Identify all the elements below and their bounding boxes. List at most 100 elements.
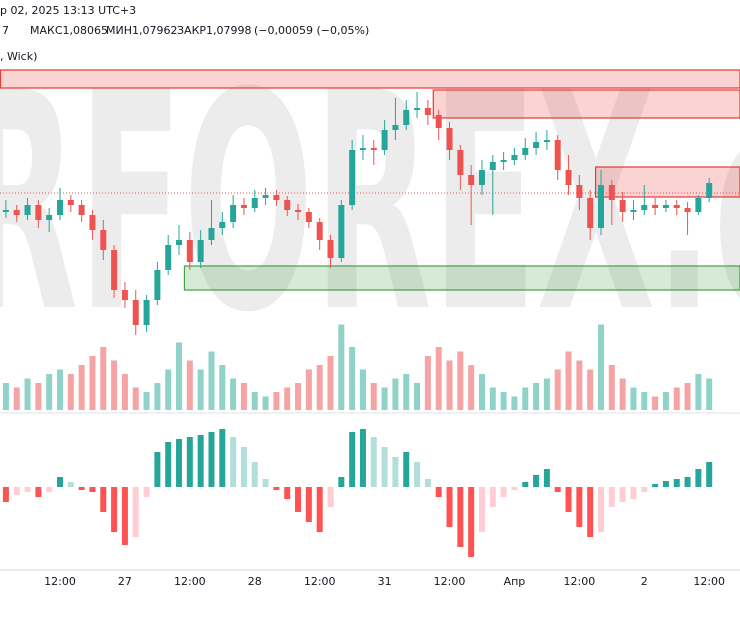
volume-bar (111, 360, 118, 410)
indicator-label: , Wick) (0, 50, 37, 63)
volume-bar (186, 360, 193, 410)
candle-body (684, 208, 691, 212)
oscillator-bar (111, 487, 118, 532)
volume-bar (500, 392, 507, 410)
candle-body (186, 240, 193, 262)
volume-bar (219, 365, 226, 410)
close-label: ЗАКР1,07998 (177, 24, 252, 37)
candle-body (446, 128, 453, 150)
x-tick-label: 27 (118, 575, 132, 588)
candle-body (121, 290, 128, 300)
oscillator-bar (424, 479, 431, 487)
volume-bar (176, 342, 183, 410)
oscillator-bar (641, 487, 648, 492)
oscillator-bar (706, 462, 713, 487)
zone (594, 166, 740, 198)
volume-bar (305, 369, 312, 410)
candle-body (478, 170, 485, 185)
oscillator-bar (576, 487, 583, 527)
candle-body (284, 200, 291, 210)
candle-body (100, 230, 107, 250)
oscillator-bar (13, 487, 20, 495)
volume-bar (608, 365, 615, 410)
oscillator-bar (273, 487, 280, 490)
candle-body (522, 148, 529, 155)
oscillator-bar (176, 439, 183, 487)
candle-body (598, 185, 604, 228)
volume-bar (240, 383, 247, 410)
volume-bar (316, 365, 323, 410)
zone (432, 89, 740, 119)
candle-body (565, 170, 572, 185)
volume-bar (35, 383, 42, 410)
oscillator-bar (695, 469, 702, 487)
oscillator-bar (46, 487, 53, 492)
volume-bar (273, 392, 280, 410)
volume-bar (446, 360, 453, 410)
volume-bar (197, 369, 204, 410)
oscillator-bar (143, 487, 150, 497)
volume-bar (554, 369, 561, 410)
candle-body (240, 205, 247, 208)
volume-bar (533, 383, 540, 410)
oscillator-bar (251, 462, 258, 487)
volume-bar (435, 347, 442, 410)
candle-body (533, 142, 540, 148)
x-tick-label: 31 (378, 575, 392, 588)
oscillator-bar (316, 487, 323, 532)
zone (183, 265, 740, 291)
candle-body (359, 148, 366, 150)
low-label: МИН1,07962 (106, 24, 177, 37)
candle-body (251, 198, 258, 208)
x-tick-label: 12:00 (434, 575, 466, 588)
candle-body (403, 110, 410, 125)
candle-body (143, 300, 150, 325)
volume-bar (511, 396, 518, 410)
candle-body (262, 195, 269, 198)
oscillator-bar (522, 482, 529, 487)
candle-body (273, 195, 280, 200)
volume-bar (208, 351, 215, 410)
volume-bar (154, 383, 161, 410)
candle-body (695, 198, 702, 212)
volume-bar (565, 351, 572, 410)
volume-bar (630, 387, 637, 410)
candle-body (208, 228, 215, 240)
oscillator-bar (219, 429, 226, 487)
x-tick-label: Апр (504, 575, 526, 588)
candle-body (132, 300, 139, 325)
oscillator-bar (327, 487, 334, 507)
oscillator-bar (608, 487, 615, 507)
oscillator-bar (565, 487, 572, 512)
volume-bar (641, 392, 648, 410)
volume-bar (132, 387, 139, 410)
oscillator-bar (598, 487, 604, 532)
candle-body (706, 183, 713, 198)
volume-bar (619, 378, 626, 410)
volume-bar (522, 387, 529, 410)
oscillator-bar (197, 435, 204, 487)
volume-bar (359, 369, 366, 410)
oscillator-bar (587, 487, 594, 537)
x-tick-label: 12:00 (304, 575, 336, 588)
high-label: МАКС1,08065 (30, 24, 108, 37)
oscillator-bar (414, 462, 421, 487)
oscillator-bar (230, 437, 237, 487)
oscillator-bar (673, 479, 680, 487)
volume-bar (706, 378, 713, 410)
candle-body (46, 215, 53, 220)
candle-body (197, 240, 204, 262)
candle-body (176, 240, 183, 245)
candle-body (13, 210, 20, 215)
volume-bar (57, 369, 63, 410)
volume-bar (100, 347, 107, 410)
volume-bar (587, 369, 594, 410)
volume-bar (121, 374, 128, 410)
oscillator-bar (489, 487, 496, 507)
candle-body (327, 240, 334, 258)
candle-body (381, 130, 388, 150)
volume-bar (424, 356, 431, 410)
oscillator-bar (500, 487, 507, 497)
candle-body (219, 222, 226, 228)
